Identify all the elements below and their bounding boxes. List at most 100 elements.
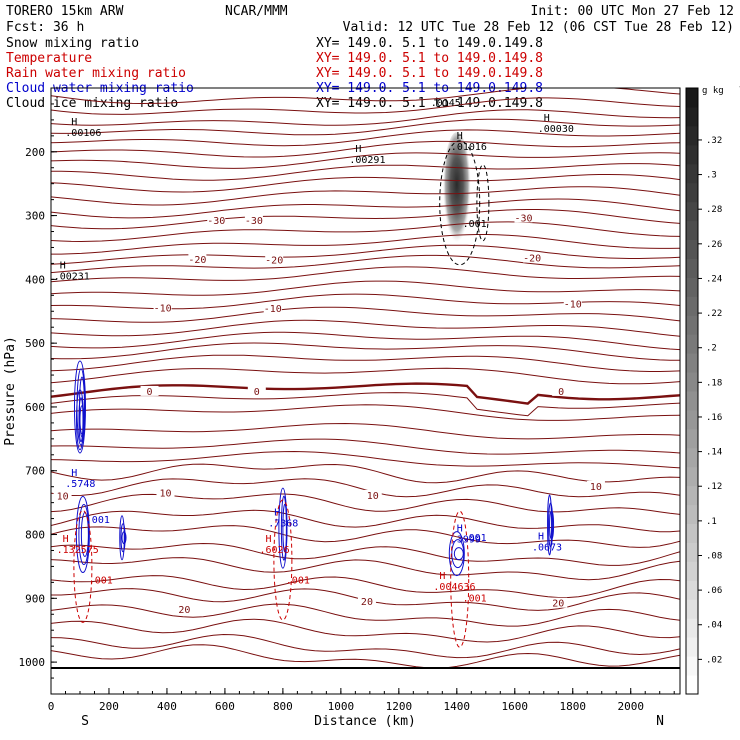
colorbar-label: .28 [706,205,722,215]
isotherm-line [51,266,680,283]
isotherm-line [51,525,680,548]
isotherm-line [51,163,680,181]
contour-value-label: .0145 [431,98,461,109]
isotherm-label: 20 [178,605,190,616]
colorbar-swatch [686,504,698,525]
isotherm-line [51,280,680,296]
isotherm-label-bg [523,252,542,263]
south-label: S [81,714,89,729]
isotherm-line [51,603,680,627]
x-axis-title: Distance (km) [314,714,416,729]
isotherm-line [51,234,680,255]
colorbar-swatch [686,428,698,449]
colorbar-label: .22 [706,309,722,319]
legend-item-xy: XY= 149.0. 5.1 to 149.0.149.8 [316,66,543,81]
contour-value-label: .001 [463,219,487,230]
x-tick-label: 1400 [444,700,471,713]
isotherm-line [51,618,680,643]
x-tick-label: 1000 [328,700,355,713]
y-axis: 200 300 400 500 600 700 800 900 1000 [19,103,57,695]
colorbar-label: .32 [706,136,722,146]
colorbar-swatch [686,637,698,657]
isotherm-line [51,186,680,206]
isotherm-label: -10 [564,300,582,311]
isotherm-line [51,109,680,126]
isotherm-label-bg [156,487,175,498]
colorbar-label: .02 [706,655,722,665]
isotherm-label: 10 [57,492,69,503]
cloud-water-contour [79,405,85,435]
isotherm-line [51,342,680,361]
isotherm-label-bg [153,302,172,313]
isotherm-zero-line [51,382,680,405]
isotherm-line [51,319,680,337]
valid-time: Valid: 12 UTC Tue 28 Feb 12 (06 CST Tue … [343,20,734,35]
isotherm-label: -10 [154,303,172,314]
maximum-value: .5748 [65,479,95,490]
maximum-marker: H [355,144,361,155]
isotherm-line [51,209,680,230]
isotherm-line [51,392,680,417]
isotherm-line [51,174,680,193]
isotherm-line [51,306,680,323]
colorbar-swatch [686,409,698,430]
isotherm-label-bg [357,595,376,606]
isotherm-label-bg [552,385,571,396]
isotherm-label-bg [247,385,266,396]
contour-value-label: .001 [89,576,113,587]
isotherm-line [51,129,680,147]
isotherm-label: 10 [367,491,379,502]
colorbar-label: .3 [706,171,717,181]
x-tick-label: 600 [215,700,235,713]
isotherm-label: -20 [523,254,541,265]
isotherm-label: -30 [245,216,263,227]
x-axis: 0 200 400 600 800 1000 1200 1400 1600 1800 2000 [48,688,675,713]
colorbar-label: .08 [706,551,722,561]
isotherm-line [51,404,680,421]
y-tick-label: 400 [25,273,45,286]
isotherm-label-bg [140,385,159,396]
colorbar-swatch [686,599,698,619]
cloud-water-contour [549,510,555,540]
colorbar-swatch [686,144,698,165]
x-tick-label: 1600 [502,700,529,713]
x-tick-label: 200 [99,700,119,713]
colorbar-label: .1 [706,517,717,527]
colorbar-unit: g kg [702,86,724,96]
isotherm-line [51,450,680,469]
isotherm-line [51,367,680,385]
isotherm-label-bg [53,490,72,501]
isotherm-line [51,140,680,158]
isotherm-line [51,422,680,440]
isotherm-label: -20 [188,255,206,266]
isotherm-line [51,88,680,105]
maximum-marker: H [71,468,77,479]
maximum-marker: H [439,571,445,582]
cloud-ice-contour [439,140,481,266]
isotherm-label: 0 [147,387,153,398]
cloud-water-contour [78,397,84,443]
colorbar-swatch [686,618,698,638]
condensate-contours [73,140,555,648]
maximum-marker: H [538,532,544,543]
colorbar: .32 .3 .28 .26 .24 .22 .2 .18 .16 .14 .12 .1 .08 .06.… [685,82,740,695]
isotherm-line [51,438,680,455]
legend-item-xy: XY= 149.0. 5.1 to 149.0.149.8 [316,96,543,111]
legend-item-name: Snow mixing ratio [6,36,139,51]
isotherm-line [51,644,680,669]
legend-item-name: Cloud ice mixing ratio [6,96,178,111]
maximum-marker: H [544,113,550,124]
cloud-water-contour [119,515,125,561]
legend-item-xy: XY= 149.0. 5.1 to 149.0.149.8 [316,36,543,51]
colorbar-swatch [686,656,698,676]
isotherm-line [51,198,680,219]
colorbar-swatch [686,163,698,184]
isotherm-line [51,575,680,598]
y-tick-label: 700 [25,465,45,478]
colorbar-label: .14 [706,448,722,458]
colorbar-swatch [686,523,698,543]
y-tick-label: 300 [25,210,45,223]
chart-header: TORERO 15km ARW NCAR/MMM Init: 00 UTC Mo… [6,4,734,35]
y-tick-label: 800 [25,529,45,542]
